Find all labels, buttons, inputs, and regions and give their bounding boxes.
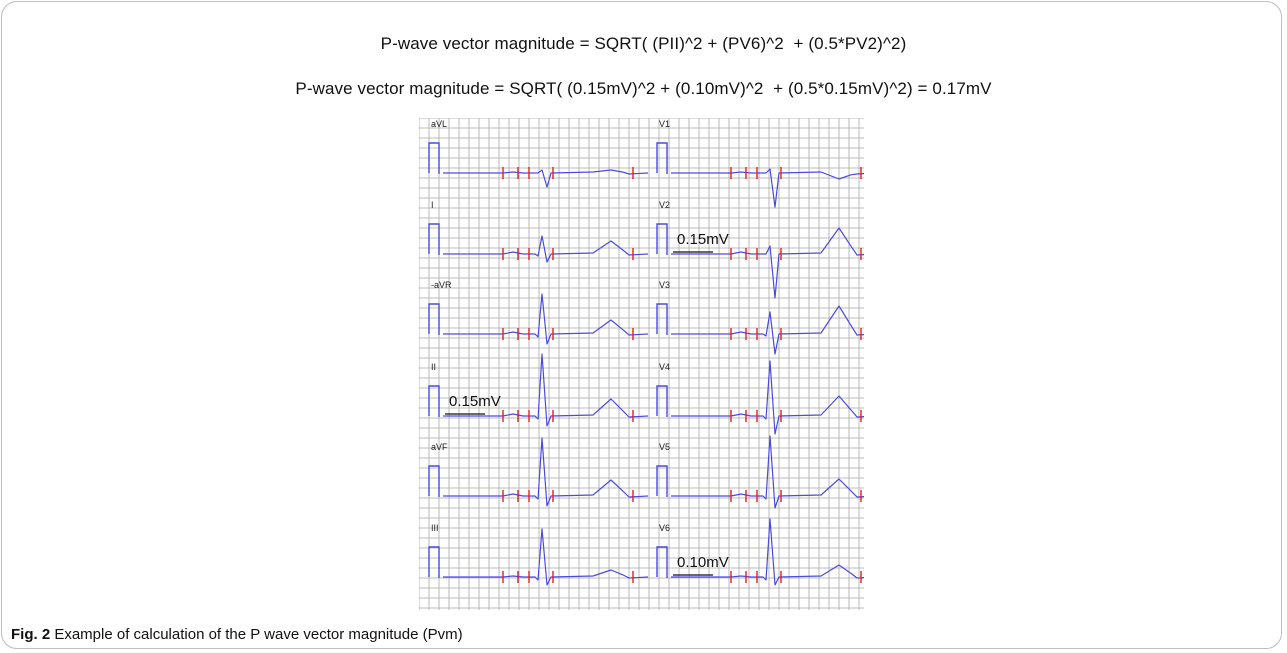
calibration-pulse <box>656 546 668 578</box>
calibration-pulse <box>428 385 440 417</box>
lead-avf: aVF <box>428 437 649 507</box>
calibration-pulse <box>428 142 440 174</box>
ecg-trace <box>443 437 649 507</box>
ecg-trace <box>671 360 864 435</box>
measure-label: 0.10mV <box>677 554 729 571</box>
caption-label: Fig. 2 <box>11 626 51 643</box>
lead-label: V4 <box>659 362 670 372</box>
lead-v2: V2 0.15mV <box>656 200 864 299</box>
lead-avl: aVL <box>428 119 649 188</box>
ecg-trace <box>671 435 864 509</box>
formula-computed: P-wave vector magnitude = SQRT( (0.15mV)… <box>295 79 992 98</box>
lead-v6: V6 0.10mV <box>656 518 864 586</box>
calibration-pulse <box>656 223 668 255</box>
lead-label: V2 <box>659 200 670 210</box>
calibration-pulse <box>428 303 440 335</box>
lead-label: V1 <box>659 119 670 129</box>
lead-label: III <box>431 523 439 533</box>
ecg-trace <box>443 235 649 263</box>
lead-avr: -aVR <box>428 280 649 345</box>
ecg-trace <box>671 518 864 586</box>
calibration-pulse <box>428 223 440 255</box>
lead-ii: II 0.15mV <box>428 353 649 427</box>
calibration-pulse <box>656 142 668 174</box>
lead-v4: V4 <box>656 360 864 435</box>
ecg-background <box>419 118 864 610</box>
ecg-trace <box>671 305 864 355</box>
ecg-grid <box>419 118 864 610</box>
caption-text: Example of calculation of the P wave vec… <box>50 626 463 643</box>
calibration-pulse <box>656 465 668 497</box>
calibration-pulse <box>656 303 668 335</box>
lead-v5: V5 <box>656 435 864 509</box>
calibration-pulse <box>428 546 440 578</box>
lead-v1: V1 <box>656 119 864 208</box>
ecg-trace <box>671 168 864 208</box>
calibration-pulse <box>428 465 440 497</box>
lead-iii: III <box>428 523 649 586</box>
formula-general: P-wave vector magnitude = SQRT( (PII)^2 … <box>380 34 907 53</box>
ecg-trace <box>671 227 864 299</box>
ecg-trace <box>443 169 649 188</box>
lead-i: I <box>428 200 649 263</box>
lead-v3: V3 <box>656 280 864 355</box>
lead-label: V6 <box>659 523 670 533</box>
ecg-trace <box>443 353 649 427</box>
ecg-figure: aVL I -aVR II 0.15mV aVF III V1 V2 0.15mV V3 V4 V5 V6… <box>419 118 864 610</box>
lead-label: II <box>431 362 436 372</box>
lead-label: aVF <box>431 442 448 452</box>
lead-label: I <box>431 200 434 210</box>
lead-label: aVL <box>431 119 447 129</box>
lead-label: V3 <box>659 280 670 290</box>
figure-caption: Fig. 2 Example of calculation of the P w… <box>11 626 463 643</box>
ecg-leads: aVL I -aVR II 0.15mV aVF III V1 V2 0.15mV V3 V4 V5 V6… <box>428 119 864 586</box>
measure-label: 0.15mV <box>677 231 729 248</box>
lead-label: -aVR <box>431 280 452 290</box>
ecg-trace <box>443 293 649 345</box>
ecg-svg: aVL I -aVR II 0.15mV aVF III V1 V2 0.15mV V3 V4 V5 V6… <box>419 118 864 610</box>
ecg-trace <box>443 528 649 586</box>
lead-label: V5 <box>659 442 670 452</box>
measure-label: 0.15mV <box>449 393 501 410</box>
calibration-pulse <box>656 385 668 417</box>
